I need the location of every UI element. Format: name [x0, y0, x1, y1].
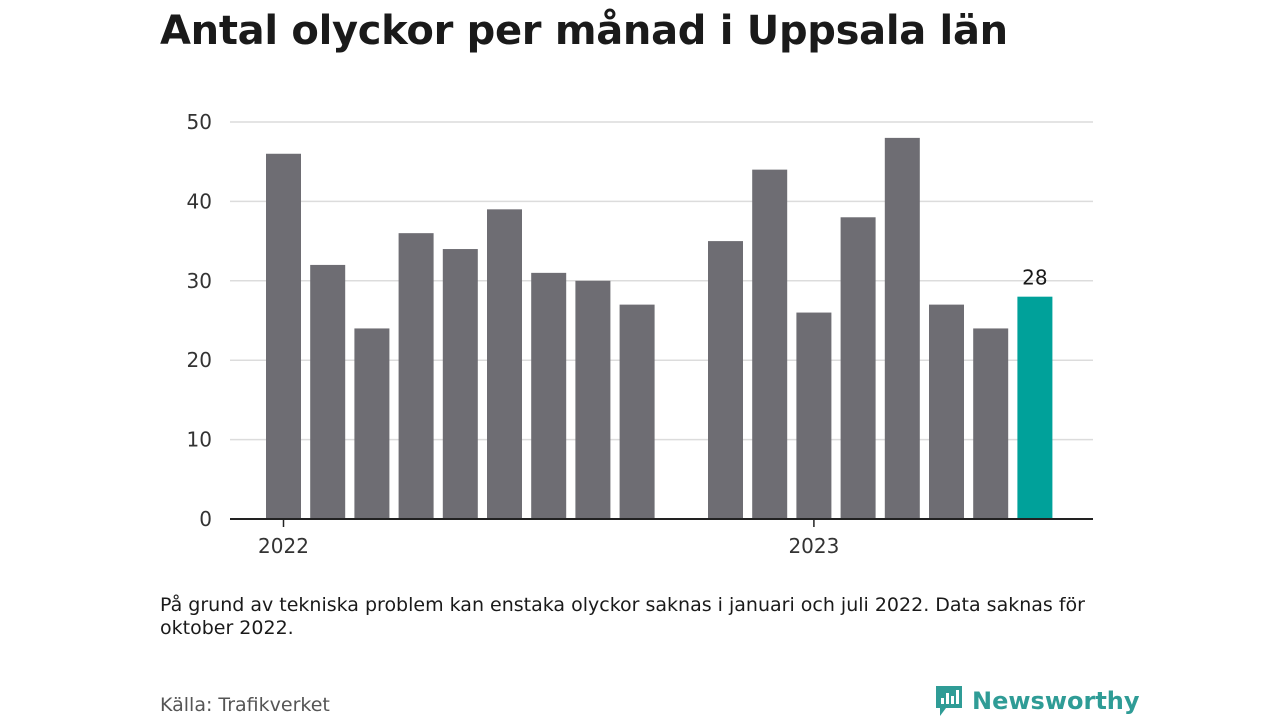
source-text: Källa: Trafikverket — [160, 694, 330, 716]
bar-2022-08[interactable] — [575, 280, 611, 519]
data-labels: 28 — [1022, 266, 1047, 290]
x-axis: 2022 2023 — [230, 518, 1093, 558]
newsworthy-logo-icon — [936, 686, 962, 716]
bar-2022-12[interactable] — [752, 169, 788, 519]
bar-2023-02[interactable] — [840, 217, 876, 519]
bar-2022-04[interactable] — [398, 233, 434, 519]
bar-2023-01[interactable] — [796, 312, 832, 519]
chart-title: Antal olyckor per månad i Uppsala län — [160, 8, 1008, 54]
brand-name: Newsworthy — [972, 687, 1140, 715]
bars — [266, 137, 1053, 520]
bar-2022-02[interactable] — [310, 264, 346, 519]
bar-2022-11[interactable] — [708, 241, 743, 519]
bar-2022-09[interactable] — [619, 304, 655, 519]
bar-2022-05[interactable] — [442, 249, 478, 520]
brand-logo[interactable]: Newsworthy — [934, 684, 1140, 718]
bar-2022-03[interactable] — [354, 328, 390, 519]
bar-2022-06[interactable] — [487, 209, 522, 519]
bar-2023-04[interactable] — [929, 304, 964, 519]
y-axis-ticks: 0 10 20 30 40 50 — [187, 110, 212, 531]
y-tick-label: 10 — [187, 428, 212, 452]
data-label-highlight: 28 — [1022, 266, 1047, 290]
x-tick-label-2022: 2022 — [258, 534, 309, 558]
y-tick-label: 20 — [187, 348, 212, 372]
y-tick-label: 30 — [187, 269, 212, 293]
y-tick-label: 40 — [187, 189, 212, 213]
y-tick-label: 0 — [199, 507, 212, 531]
footnote: På grund av tekniska problem kan enstaka… — [160, 594, 1085, 639]
x-tick-label-2023: 2023 — [788, 534, 839, 558]
bar-2022-01[interactable] — [266, 153, 301, 519]
bar-2023-05[interactable] — [973, 328, 1009, 519]
bar-chart: 0 10 20 30 40 50 2022 2023 28 — [187, 110, 1093, 558]
bar-2022-07[interactable] — [531, 272, 567, 519]
bar-2023-03[interactable] — [884, 137, 920, 519]
y-tick-label: 50 — [187, 110, 212, 134]
bar-2023-06[interactable] — [1017, 296, 1053, 519]
